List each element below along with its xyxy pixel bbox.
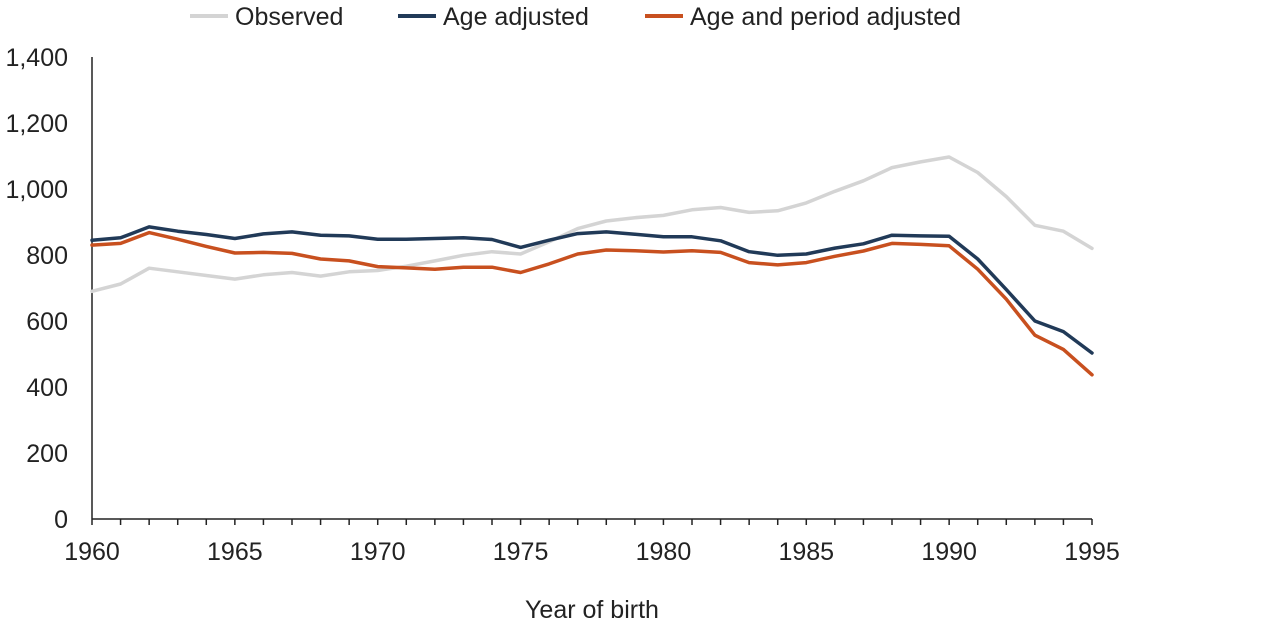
y-tick-label: 400 [26, 374, 68, 402]
x-tick-label: 1980 [636, 538, 692, 566]
x-tick-label: 1975 [493, 538, 549, 566]
series-line-age-and-period-adjusted [90, 230, 1094, 377]
y-tick-label: 1,200 [5, 110, 68, 138]
y-tick-label: 0 [54, 506, 68, 534]
series-line-observed [90, 155, 1094, 294]
y-tick-label: 1,000 [5, 176, 68, 204]
x-tick-label: 1985 [778, 538, 834, 566]
y-tick-label: 800 [26, 242, 68, 270]
legend-label: Age and period adjusted [690, 3, 961, 31]
x-tick-label: 1970 [350, 538, 406, 566]
x-axis: 1960 1965 1970 1975 1980 1985 1990 1995 [64, 518, 1120, 566]
plot-area [90, 155, 1094, 377]
series-line-age-adjusted [90, 225, 1094, 355]
x-tick-label: 1965 [207, 538, 263, 566]
x-tick-label: 1990 [921, 538, 977, 566]
x-tick-label: 1995 [1064, 538, 1120, 566]
y-tick-label: 600 [26, 308, 68, 336]
y-tick-label: 1,400 [5, 44, 68, 72]
x-tick-label: 1960 [64, 538, 120, 566]
x-axis-title: Year of birth [525, 596, 659, 624]
legend-label: Age adjusted [443, 3, 589, 31]
legend-label: Observed [235, 3, 343, 31]
y-tick-label: 200 [26, 440, 68, 468]
legend: Observed Age adjusted Age and period adjus… [190, 3, 961, 31]
y-axis: 0 200 400 600 800 1,000 1,200 1,400 [5, 44, 93, 534]
